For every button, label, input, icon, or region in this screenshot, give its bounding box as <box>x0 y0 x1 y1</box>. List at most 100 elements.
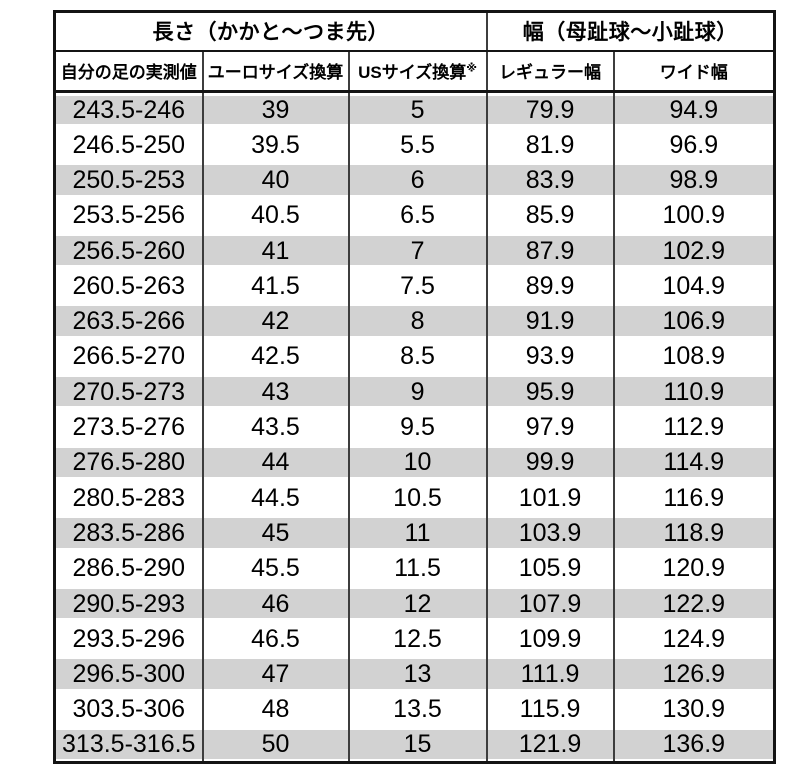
table-cell: 112.9 <box>612 409 775 445</box>
table-row: 250.5-253 40 6 83.9 98.9 <box>54 162 775 198</box>
table-cell: 89.9 <box>485 268 614 304</box>
table-row: 270.5-273 43 9 95.9 110.9 <box>54 374 775 410</box>
table-cell: 280.5-283 <box>72 483 186 512</box>
table-cell: 114.9 <box>612 444 775 480</box>
table-cell: 48 <box>201 691 349 728</box>
table-cell: 250.5-253 <box>54 162 203 197</box>
table-cell: 44 <box>201 444 349 480</box>
table-cell: 97.9 <box>485 409 614 445</box>
table-row: 273.5-276 43.5 9.5 97.9 112.9 <box>55 409 775 445</box>
table-cell: 107.9 <box>485 585 614 622</box>
table-cell: 12.5 <box>347 621 487 657</box>
table-cell: 283.5-286 <box>54 515 203 550</box>
size-chart-body: 243.5-246 39 5 79.9 94.9 246.5-250 39.5 5.5 81.9… <box>54 91 775 763</box>
footnote-reference-mark: ※ <box>466 62 477 75</box>
column-header-regular-width: レギュラー幅 <box>485 50 614 93</box>
table-cell: 91.9 <box>485 303 614 339</box>
table-cell: 45.5 <box>201 550 349 586</box>
table-cell: 12 <box>347 585 487 622</box>
table-cell: 118.9 <box>612 515 775 551</box>
table-cell: 40.5 <box>201 197 349 233</box>
table-cell: 95.9 <box>485 374 614 410</box>
table-cell: 122.9 <box>612 585 775 622</box>
table-row: 286.5-290 45.5 11.5 105.9 120.9 <box>55 550 775 586</box>
table-cell: 81.9 <box>485 127 614 163</box>
table-cell: 40 <box>201 162 349 198</box>
table-cell: 94.9 <box>612 91 775 127</box>
column-header-row: 自分の足の実測値 ユーロサイズ換算 USサイズ換算※ レギュラー幅 ワイド幅 <box>54 50 775 93</box>
size-chart-table: 長さ（かかと〜つま先） 幅（母趾球〜小趾球） 自分の足の実測値 ユーロサイズ換算… <box>53 10 777 765</box>
table-cell: 296.5-300 <box>54 656 203 691</box>
table-cell: 13.5 <box>347 691 487 728</box>
table-cell: 7.5 <box>347 268 487 304</box>
table-cell: 126.9 <box>612 656 775 692</box>
table-cell: 256.5-260 <box>54 233 203 268</box>
table-cell: 263.5-266 <box>54 303 203 338</box>
table-row: 276.5-280 44 10 99.9 114.9 <box>54 444 775 480</box>
table-cell: 9 <box>347 374 487 410</box>
table-cell: 8 <box>347 303 487 339</box>
table-cell: 8.5 <box>347 338 487 375</box>
table-cell: 273.5-276 <box>72 413 186 442</box>
table-cell: 6 <box>347 162 487 198</box>
table-cell: 43.5 <box>201 409 349 445</box>
table-row: 263.5-266 42 8 91.9 106.9 <box>54 303 775 339</box>
table-row: 290.5-293 46 12 107.9 122.9 <box>54 585 775 622</box>
table-cell: 11.5 <box>347 550 487 586</box>
table-cell: 102.9 <box>612 232 775 269</box>
table-cell: 103.9 <box>485 515 614 551</box>
table-row: 296.5-300 47 13 111.9 126.9 <box>54 656 775 692</box>
table-row: 283.5-286 45 11 103.9 118.9 <box>54 515 775 551</box>
table-row: 293.5-296 46.5 12.5 109.9 124.9 <box>55 621 775 657</box>
table-row: 266.5-270 42.5 8.5 93.9 108.9 <box>55 338 775 375</box>
column-header-measured-foot: 自分の足の実測値 <box>54 50 203 93</box>
table-cell: 42 <box>201 303 349 339</box>
table-cell: 109.9 <box>485 621 614 657</box>
table-cell: 79.9 <box>485 91 614 127</box>
table-row: 256.5-260 41 7 87.9 102.9 <box>54 232 775 269</box>
table-cell: 7 <box>347 232 487 269</box>
table-cell: 96.9 <box>612 127 775 163</box>
table-cell: 46 <box>201 585 349 622</box>
table-cell: 50 <box>201 727 349 763</box>
table-cell: 106.9 <box>612 303 775 339</box>
table-cell: 9.5 <box>347 409 487 445</box>
table-cell: 243.5-246 <box>54 92 203 128</box>
group-header-row: 長さ（かかと〜つま先） 幅（母趾球〜小趾球） <box>54 11 775 52</box>
table-cell: 10 <box>347 444 487 480</box>
table-cell: 136.9 <box>612 727 775 763</box>
table-cell: 104.9 <box>612 268 775 304</box>
table-cell: 101.9 <box>485 479 614 516</box>
table-cell: 253.5-256 <box>72 201 186 230</box>
table-cell: 303.5-306 <box>72 695 186 724</box>
column-header-euro-size: ユーロサイズ換算 <box>201 50 349 93</box>
table-row: 313.5-316.5 50 15 121.9 136.9 <box>54 727 775 763</box>
table-cell: 313.5-316.5 <box>54 727 203 763</box>
table-cell: 87.9 <box>485 232 614 269</box>
table-cell: 120.9 <box>612 550 775 586</box>
table-cell: 42.5 <box>201 338 349 375</box>
table-cell: 108.9 <box>612 338 775 375</box>
table-cell: 6.5 <box>347 197 487 233</box>
column-header-wide-width: ワイド幅 <box>612 50 775 93</box>
table-cell: 11 <box>347 515 487 551</box>
table-cell: 5 <box>347 91 487 127</box>
table-cell: 46.5 <box>201 621 349 657</box>
table-row: 303.5-306 48 13.5 115.9 130.9 <box>55 691 775 728</box>
table-cell: 45 <box>201 515 349 551</box>
table-cell: 43 <box>201 374 349 410</box>
table-cell: 111.9 <box>485 656 614 692</box>
table-cell: 130.9 <box>612 691 775 728</box>
table-cell: 10.5 <box>347 479 487 516</box>
table-row: 280.5-283 44.5 10.5 101.9 116.9 <box>55 479 775 516</box>
table-cell: 93.9 <box>485 338 614 375</box>
table-cell: 293.5-296 <box>72 624 186 653</box>
table-cell: 100.9 <box>612 197 775 233</box>
table-cell: 39 <box>201 91 349 127</box>
table-cell: 116.9 <box>612 479 775 516</box>
table-cell: 41 <box>201 232 349 269</box>
table-cell: 105.9 <box>485 550 614 586</box>
table-cell: 98.9 <box>612 162 775 198</box>
table-cell: 110.9 <box>612 374 775 410</box>
table-cell: 13 <box>347 656 487 692</box>
